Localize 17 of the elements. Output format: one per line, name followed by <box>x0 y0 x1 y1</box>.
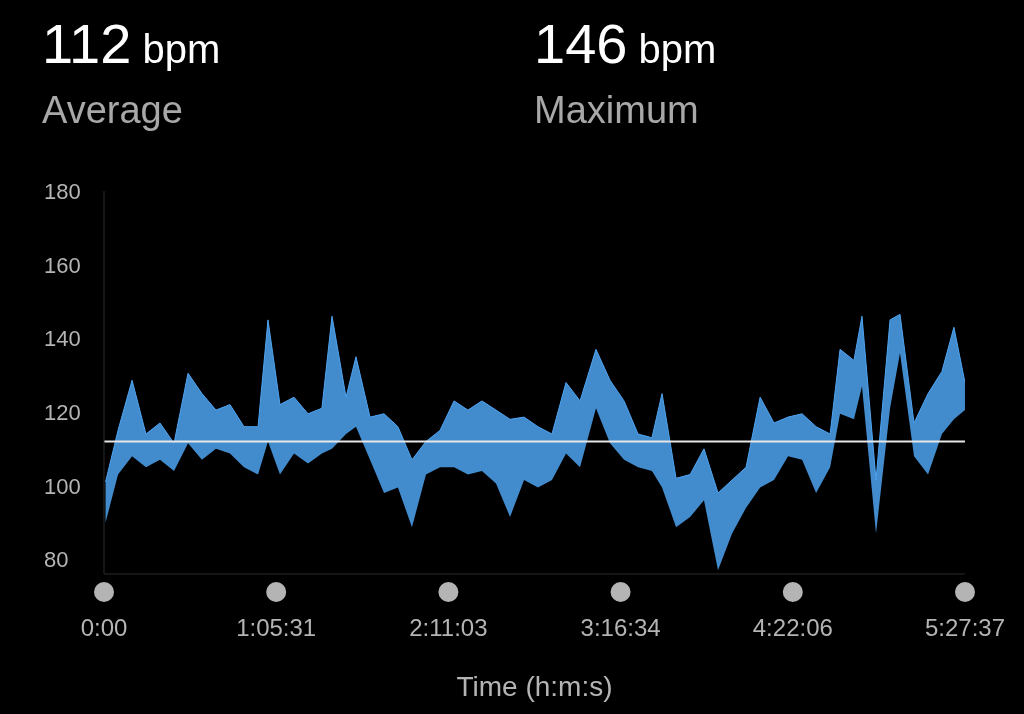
x-tick-label: 5:27:37 <box>924 614 1006 641</box>
y-tick-label: 160 <box>44 252 81 278</box>
text: 146 bpm <box>534 12 717 75</box>
y-tick-label: 80 <box>44 547 69 573</box>
x-tick-label: 1:05:31 <box>236 614 317 641</box>
y-tick-label: 180 <box>44 179 81 204</box>
x-axis-title: Time (h:m:s) <box>456 671 613 702</box>
text: Maximum <box>534 88 699 133</box>
x-tick-label: 0:00 <box>80 614 128 641</box>
x-tick-label: 4:22:06 <box>752 614 833 641</box>
y-tick-label: 140 <box>44 326 81 352</box>
text: Average <box>42 88 183 133</box>
x-tick-label: 2:11:03 <box>409 614 488 641</box>
y-tick-label: 100 <box>44 473 81 499</box>
text: 112 bpm <box>42 12 221 75</box>
x-tick-label: 3:16:34 <box>580 614 661 641</box>
y-tick-label: 120 <box>44 399 81 425</box>
